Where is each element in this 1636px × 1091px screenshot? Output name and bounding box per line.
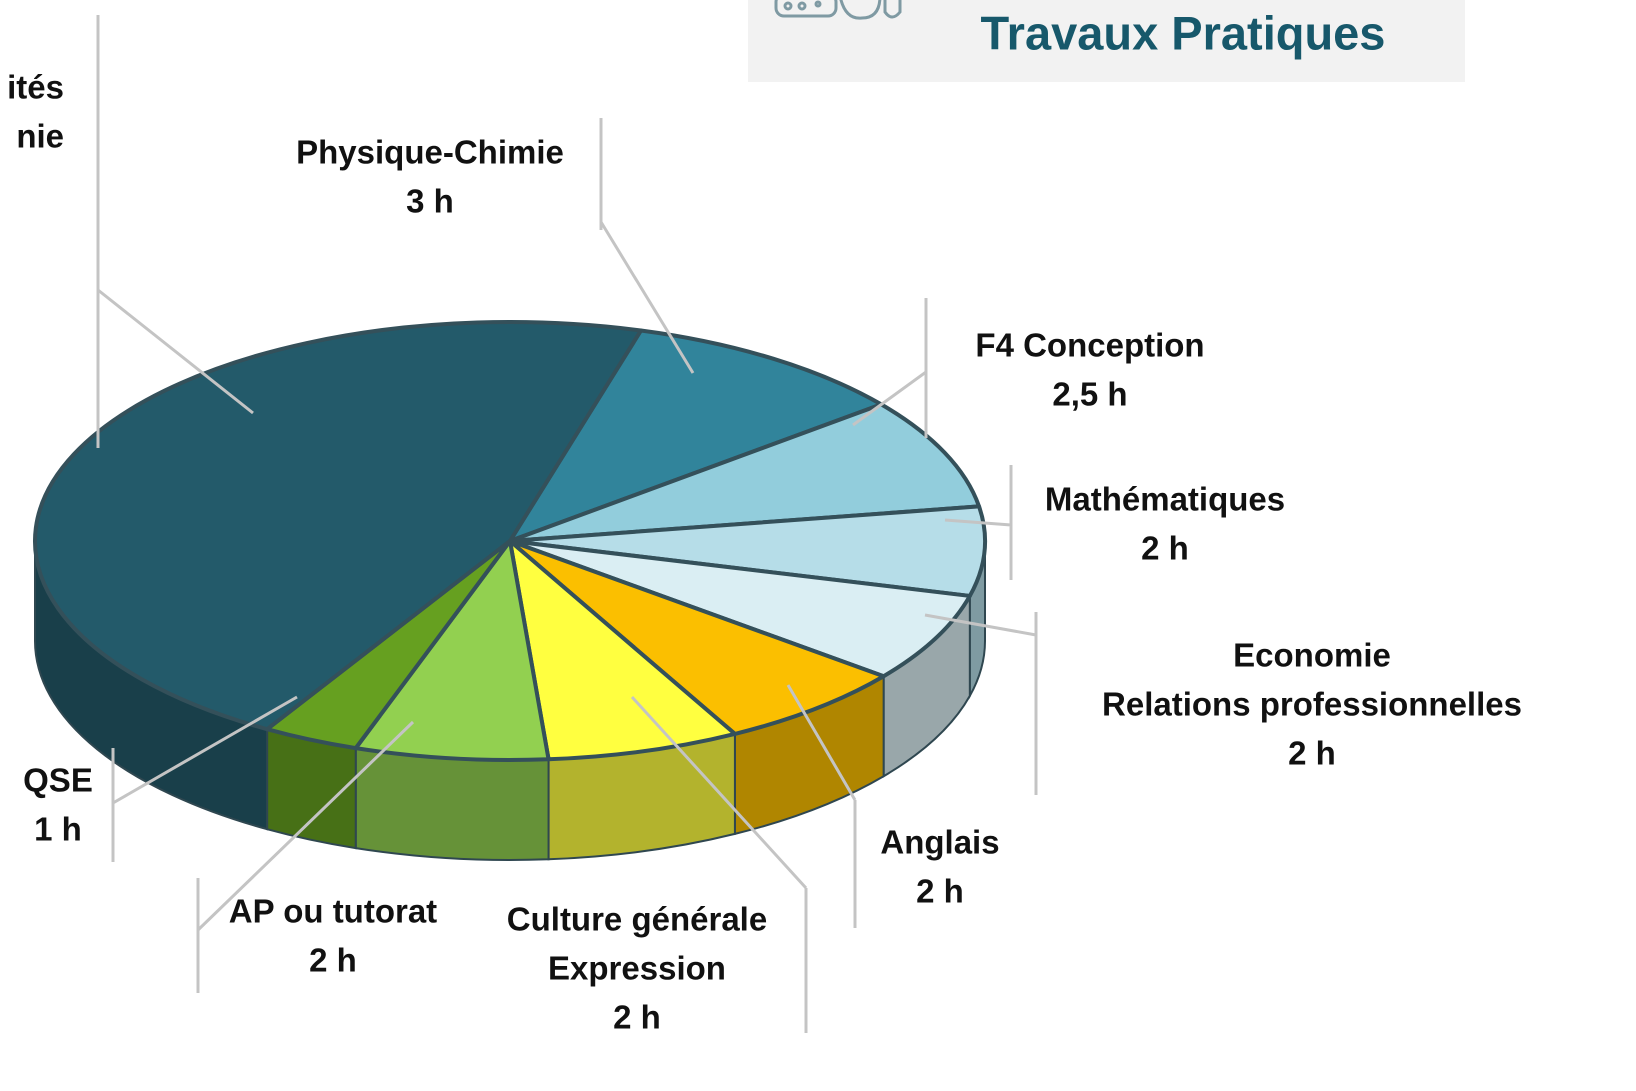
slice-label: QSE	[23, 762, 93, 799]
slice-label: ités	[7, 69, 64, 106]
leader-line	[111, 695, 298, 862]
pie-slice	[353, 539, 551, 762]
slice-value-label: 2 h	[309, 942, 357, 979]
slice-value-label: 2,5 h	[1052, 376, 1127, 413]
labels: ités nie Physique-Chimie 3 h F4 Conception 2,…	[7, 69, 1522, 1036]
slice-label: Economie	[1233, 637, 1391, 674]
slice-label: Expression	[548, 950, 726, 987]
slice-label: Mathématiques	[1045, 481, 1285, 518]
pie	[33, 320, 987, 861]
slice-value-label: 2 h	[1141, 530, 1189, 567]
leader-line	[944, 465, 1013, 580]
leader-line	[196, 720, 415, 993]
slice-label: Physique-Chimie	[296, 134, 564, 171]
slice-value-label: 2 h	[916, 873, 964, 910]
slice-label: Anglais	[880, 824, 999, 861]
leader-line	[786, 684, 857, 928]
leader-line	[630, 695, 808, 1033]
pie-slice	[508, 539, 886, 736]
pie-slice	[508, 504, 987, 598]
slice-value-label: 3 h	[406, 183, 454, 220]
slice-value-label: 2 h	[1288, 735, 1336, 772]
leader-line	[924, 612, 1038, 795]
leader-lines	[96, 15, 1038, 1033]
header-box	[748, 0, 1465, 82]
leader-line	[96, 15, 254, 448]
slice-label: nie	[16, 118, 64, 155]
slice-value-label: 2 h	[613, 999, 661, 1036]
leader-line	[852, 298, 928, 438]
pie-slice	[33, 320, 643, 732]
slice-label: Relations professionnelles	[1102, 686, 1522, 723]
header-title: Travaux Pratiques	[981, 6, 1386, 59]
pie-slice	[508, 328, 884, 543]
slice-label: Culture générale	[507, 901, 767, 938]
leader-line	[599, 118, 695, 374]
slice-label: AP ou tutorat	[229, 893, 437, 930]
header-icon	[774, 0, 902, 20]
pie-slice-side	[354, 746, 550, 861]
pie-slice	[508, 402, 982, 543]
slice-label: F4 Conception	[975, 327, 1204, 364]
pie-slice	[508, 539, 972, 679]
slice-value-label: 1 h	[34, 811, 82, 848]
pie-slice	[508, 539, 737, 762]
